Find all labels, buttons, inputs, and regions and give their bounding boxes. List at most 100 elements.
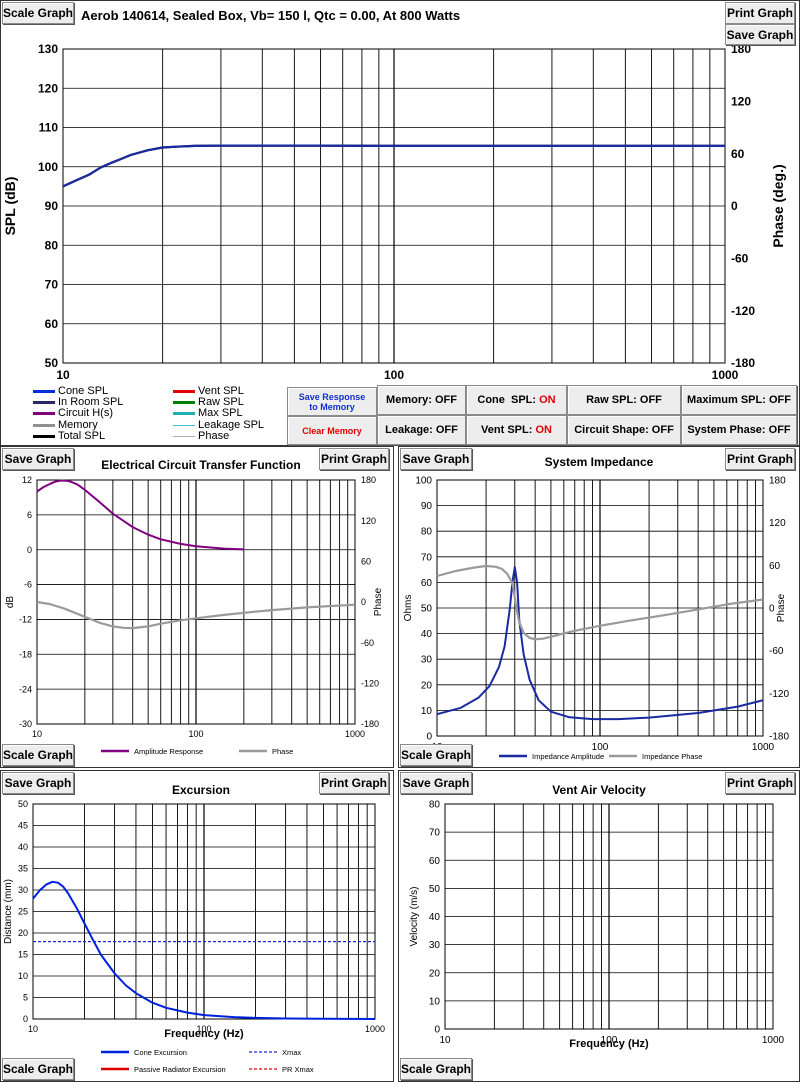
y-tick-label: 90 [45,199,59,213]
legend-total-spl: Total SPL [33,430,105,442]
legend-label: Max SPL [198,407,243,419]
vent-panel: 0 10 20 30 40 50 60 70 80 10 100 1000 Velocity (m/s)… [398,770,800,1082]
legend-swatch [33,400,55,404]
y-tick-label: 50 [421,604,433,615]
legend-label: PR Xmax [282,1065,314,1074]
x-tick-label: 1000 [712,368,739,382]
legend-in-room-spl: In Room SPL [33,396,123,408]
legend-cone-spl: Cone SPL [33,385,108,397]
vent-scale-graph-button[interactable]: Scale Graph [400,1058,472,1080]
y-tick-label: 15 [18,950,28,960]
vent-save-graph-button[interactable]: Save Graph [400,772,472,794]
legend-label: Memory [58,419,98,431]
y-tick-label: -24 [19,684,32,694]
circuit-title: Electrical Circuit Transfer Function [101,458,301,472]
y2-tick-label: -60 [361,638,374,648]
y2-tick-label: 180 [769,476,786,487]
y-tick-label: 80 [429,800,441,811]
y-tick-label: -6 [24,580,32,590]
legend-leakage-spl: Leakage SPL [173,419,264,431]
legend-label: In Room SPL [58,396,124,408]
y-tick-label: 110 [39,121,59,135]
excursion-scale-graph-button[interactable]: Scale Graph [2,1058,74,1080]
y2-tick-label: -120 [361,678,379,688]
system-phase-toggle[interactable]: System Phase: OFF [681,415,797,445]
legend-swatch [33,423,55,427]
y2-tick-label: 0 [361,597,366,607]
y-tick-label: 40 [429,912,441,923]
x-tick-label: 10 [56,368,70,382]
y-tick-label: 70 [45,278,59,292]
legend-label: Leakage SPL [198,419,265,431]
save-response-button[interactable]: Save Response to Memory [287,387,377,416]
legend-label: Cone Excursion [134,1048,187,1057]
cone-spl-label: Cone SPL: [477,394,540,406]
spl-scale-graph-button[interactable]: Scale Graph [2,2,74,24]
y2-tick-label: 0 [769,604,775,615]
circuit-scale-graph-button[interactable]: Scale Graph [2,744,74,766]
y-tick-label: 20 [18,928,28,938]
y-tick-label: 40 [421,629,433,640]
vent-print-graph-button[interactable]: Print Graph [725,772,795,794]
impedance-panel: 0 10 20 30 40 50 60 70 80 90 100 -180 -120 -60 0 60 120 1… [398,446,800,768]
y2-tick-label: 60 [731,147,745,161]
x-tick-label: 1000 [365,1024,385,1034]
legend-swatch [173,435,195,437]
y-tick-label: 30 [429,940,441,951]
excursion-print-graph-button[interactable]: Print Graph [319,772,389,794]
excursion-chart: 0 5 10 15 20 25 30 35 40 45 50 10 100 1000 Distance (m… [3,799,385,1074]
y-axis-label: Ohms [403,595,414,622]
y2-axis-label: Phase [373,587,384,616]
legend-circuit-hs: Circuit H(s) [33,407,113,419]
excursion-save-graph-button[interactable]: Save Graph [2,772,74,794]
clear-memory-button[interactable]: Clear Memory [287,416,377,445]
legend-memory: Memory [33,419,98,431]
y2-tick-label: -180 [731,356,755,370]
legend-label: Amplitude Response [134,747,203,756]
y-tick-label: 100 [415,476,432,487]
series-line-amplitude-response [36,479,244,551]
x-tick-label: 1000 [762,1035,785,1046]
y2-tick-label: 180 [731,42,751,56]
y-tick-label: 60 [429,856,441,867]
y-tick-label: 10 [421,706,433,717]
cone-spl-toggle[interactable]: Cone SPL: ON [466,385,567,415]
legend-label: Raw SPL [198,396,244,408]
series-line-phase [36,600,356,630]
x-tick-label: 100 [601,1035,618,1046]
save-response-line2: to Memory [309,401,355,412]
legend-label: Phase [272,747,293,756]
impedance-scale-graph-button[interactable]: Scale Graph [400,744,472,766]
spl-save-graph-button[interactable]: Save Graph [725,24,795,45]
legend-swatch [173,411,195,415]
vent-spl-toggle[interactable]: Vent SPL: ON [466,415,567,445]
series-line-cone-excursion [32,880,376,1020]
legend-label: Impedance Amplitude [532,752,604,761]
y-tick-label: 25 [18,907,28,917]
legend-max-spl: Max SPL [173,407,243,419]
leakage-toggle[interactable]: Leakage: OFF [377,415,466,445]
y-tick-label: 90 [421,501,433,512]
y-tick-label: 60 [45,317,59,331]
y-tick-label: 80 [421,527,433,538]
impedance-save-graph-button[interactable]: Save Graph [400,448,472,470]
y-axis-label: SPL (dB) [2,177,18,236]
memory-toggle[interactable]: Memory: OFF [377,385,466,415]
circuit-save-graph-button[interactable]: Save Graph [2,448,74,470]
impedance-print-graph-button[interactable]: Print Graph [725,448,795,470]
y-axis-label: Velocity (m/s) [409,886,420,946]
y-tick-label: 45 [18,821,28,831]
legend-swatch [173,389,195,393]
spl-title: Aerob 140614, Sealed Box, Vb= 150 l, Qtc… [81,8,461,23]
x-tick-label: 10 [439,1035,451,1046]
legend-vent-spl: Vent SPL [173,385,244,397]
spl-print-graph-button[interactable]: Print Graph [725,2,795,24]
raw-spl-toggle[interactable]: Raw SPL: OFF [567,385,681,415]
y-tick-label: 50 [18,799,28,809]
circuit-print-graph-button[interactable]: Print Graph [319,448,389,470]
circuit-shape-toggle[interactable]: Circuit Shape: OFF [567,415,681,445]
maximum-spl-toggle[interactable]: Maximum SPL: OFF [681,385,797,415]
y2-tick-label: -120 [769,689,789,700]
impedance-chart: 0 10 20 30 40 50 60 70 80 90 100 -180 -120 -60 0 60 120 1… [403,476,789,762]
